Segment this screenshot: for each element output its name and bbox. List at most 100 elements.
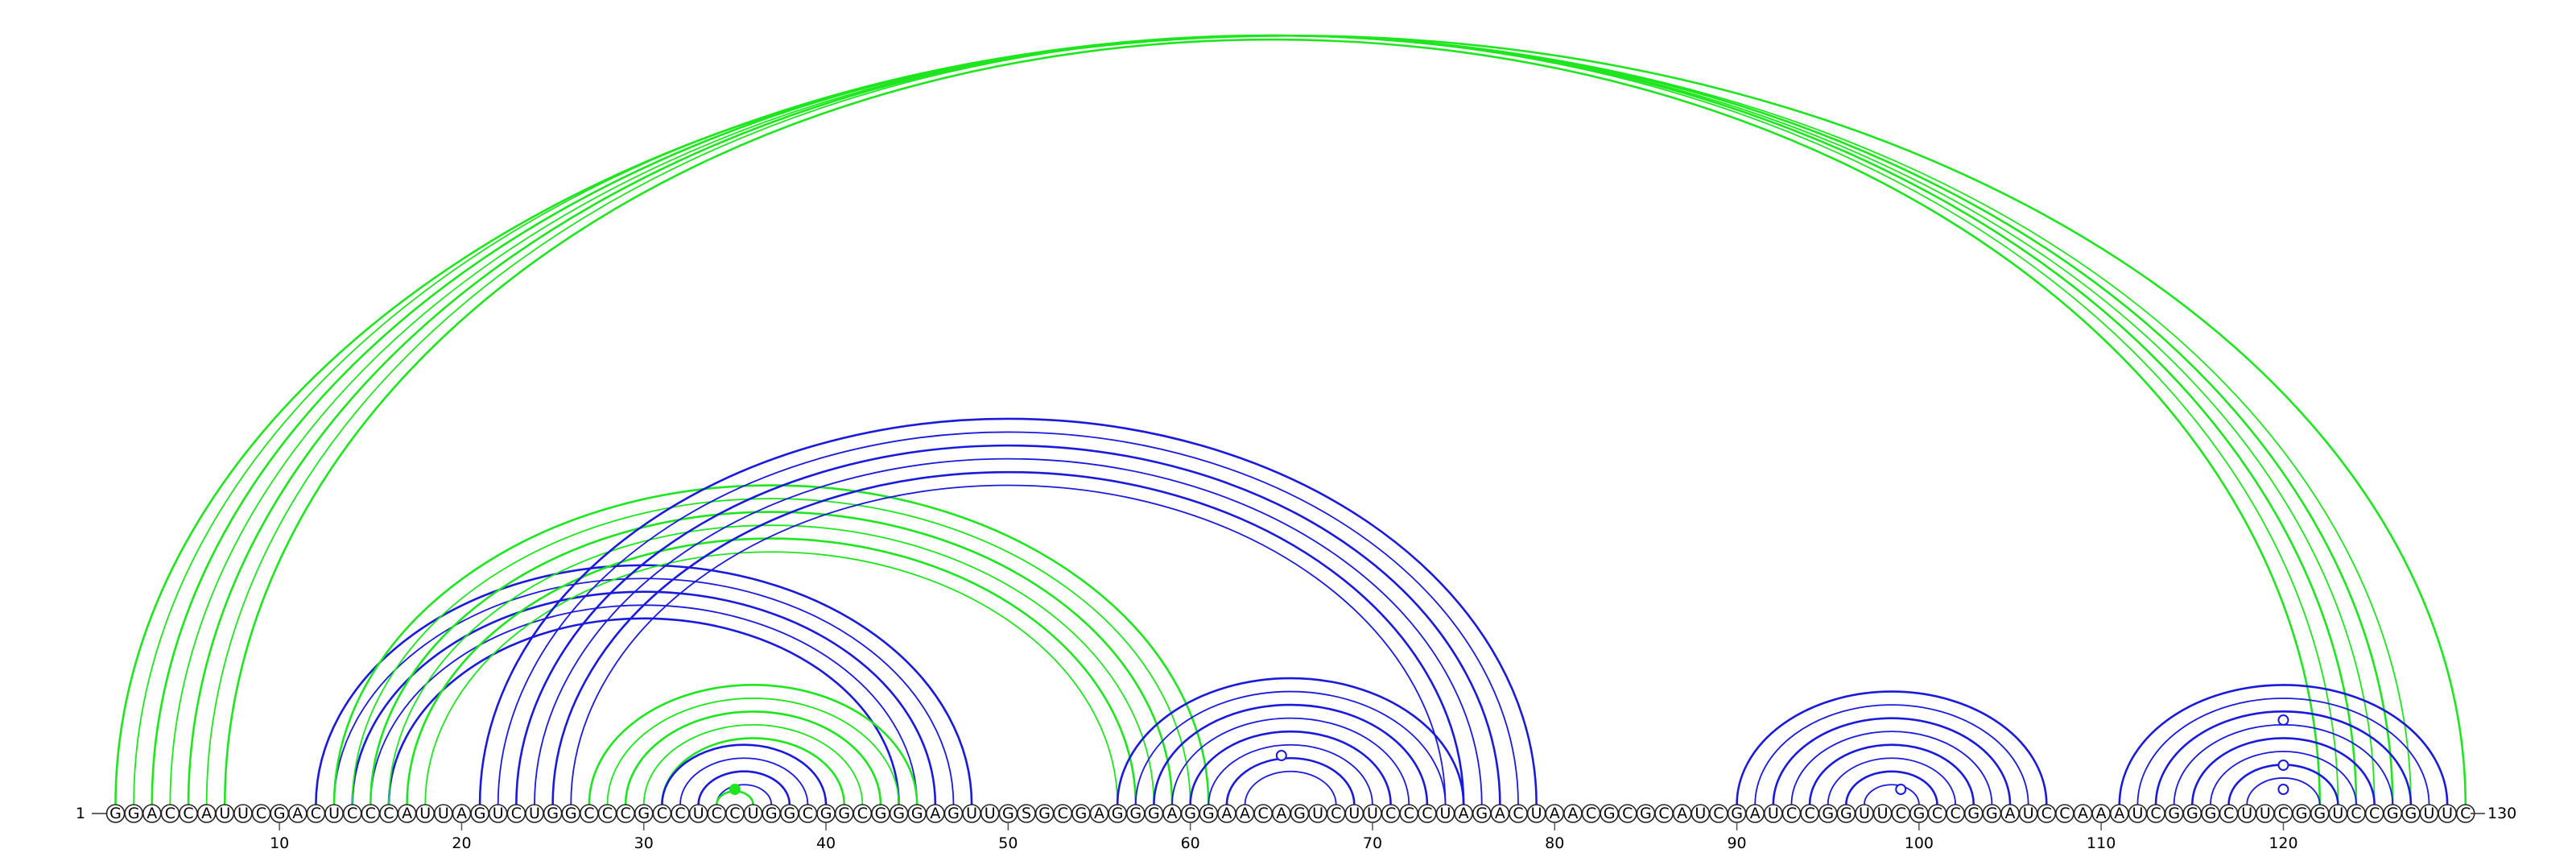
tick-label: 50: [998, 834, 1018, 852]
arc-14-46: [351, 590, 937, 805]
nucleotide-letter: A: [1495, 805, 1505, 822]
nucleotide-letter: G: [474, 805, 486, 822]
arc-118-122: [2246, 777, 2321, 805]
pair-marker: [2277, 784, 2289, 795]
arc-90-107: [1736, 690, 2048, 805]
nucleotide-letter: C: [584, 805, 594, 822]
nucleotide-letter: G: [1184, 805, 1196, 822]
nucleotide-letter: A: [402, 805, 412, 822]
arc-25-75: [551, 470, 1465, 805]
nucleotide-letter: G: [875, 805, 887, 822]
nucleotide-letter: G: [1294, 805, 1306, 822]
arc-16-44: [387, 617, 900, 805]
nucleotide-letter: U: [219, 805, 230, 822]
arc-62-69: [1225, 756, 1356, 805]
nucleotide-letter: C: [1586, 805, 1596, 822]
pair-marker: [1275, 750, 1287, 761]
nucleotide-letter: C: [1713, 805, 1724, 822]
nucleotide-letter: G: [109, 805, 122, 822]
nucleotide-letter: G: [820, 805, 832, 822]
pair-marker: [2277, 760, 2289, 771]
tick-label: 110: [2087, 834, 2116, 852]
nucleotide-letter: U: [328, 805, 340, 822]
nucleotide-letter: U: [2023, 805, 2034, 822]
nucleotide-letter: C: [1385, 805, 1396, 822]
nucleotide-letter: U: [1859, 805, 1870, 822]
nucleotide-letter: C: [1422, 805, 1432, 822]
nucleotide-letter: C: [1804, 805, 1814, 822]
nucleotide-letter: C: [675, 805, 685, 822]
markers-layer: [729, 714, 2289, 795]
nucleotide-letter: C: [2351, 805, 2361, 822]
nucleotide-letter: U: [1695, 805, 1706, 822]
tick-label: 30: [634, 834, 654, 852]
arc-18-56: [424, 551, 1119, 805]
nucleotide-letter: U: [1877, 805, 1889, 822]
tick-label: 80: [1545, 834, 1564, 852]
nucleotide-letter: G: [2387, 805, 2399, 822]
arc-93-104: [1790, 731, 1993, 805]
nucleotide-letter: G: [1822, 805, 1834, 822]
nucleotide-letter: C: [2369, 805, 2380, 822]
arc-24-76: [534, 457, 1483, 805]
tick-label: 20: [452, 834, 471, 852]
nucleotide-letter: A: [456, 805, 467, 822]
nucleotide-letter: C: [256, 805, 266, 822]
arc-111-129: [2118, 684, 2449, 805]
nucleotide-letter: G: [565, 805, 577, 822]
nucleotide-letter: G: [638, 805, 650, 822]
nucleotide-letter: C: [183, 805, 193, 822]
nucleotide-letter: C: [1622, 805, 1633, 822]
nucleotide-letter: G: [2186, 805, 2198, 822]
nucleotide-letter: C: [511, 805, 522, 822]
arc-31-40: [661, 743, 828, 805]
nucleotide-letter: U: [493, 805, 504, 822]
nucleotide-letter: C: [347, 805, 357, 822]
nucleotide-letter: C: [857, 805, 868, 822]
nucleotide-letter: G: [1038, 805, 1051, 822]
nucleotide-letter: C: [1058, 805, 1068, 822]
arc-92-105: [1772, 717, 2012, 805]
nucleotide-letter: U: [2424, 805, 2435, 822]
arc-60-71: [1189, 730, 1392, 805]
arc-56-75: [1116, 677, 1465, 805]
arc-27-45: [588, 684, 919, 805]
nucleotide-letter: U: [529, 805, 540, 822]
pair-marker: [2277, 714, 2289, 726]
nucleotide-letter: G: [274, 805, 286, 822]
arc-13-61: [332, 484, 1210, 805]
nucleotide-letter: G: [893, 805, 905, 822]
nucleotide-letter: U: [1312, 805, 1323, 822]
arc-96-101: [1845, 770, 1938, 805]
arc-26-74: [570, 484, 1447, 805]
nucleotide-letter: U: [966, 805, 977, 822]
nucleotide-letter: A: [1567, 805, 1578, 822]
nucleotide-letter: C: [2278, 805, 2289, 822]
nucleotide-letter: G: [547, 805, 559, 822]
nucleotide-letter: C: [712, 805, 722, 822]
arc-29-43: [624, 710, 882, 805]
arc-12-48: [315, 564, 973, 805]
arc-115-125: [2191, 737, 2376, 805]
nucleotide-letter: U: [1531, 805, 1542, 822]
tick-label: 90: [1727, 834, 1746, 852]
nucleotide-letter: A: [1276, 805, 1286, 822]
arc-32-39: [679, 757, 809, 805]
nucleotide-letter: G: [128, 805, 140, 822]
nucleotide-letter: U: [2241, 805, 2252, 822]
nucleotide-letter: S: [1022, 805, 1031, 822]
nucleotide-letter: U: [419, 805, 431, 822]
tick-label: 100: [1905, 834, 1934, 852]
nucleotide-letter: A: [2096, 805, 2107, 822]
nucleotide-letter: C: [165, 805, 175, 822]
arc-33-38: [697, 770, 791, 805]
nucleotide-letter: G: [1112, 805, 1124, 822]
nucleotide-letter: C: [1331, 805, 1341, 822]
nucleotide-letter: C: [311, 805, 321, 822]
nucleotide-letter: C: [2223, 805, 2234, 822]
arc-116-124: [2210, 751, 2357, 805]
nucleotide-letter: C: [1932, 805, 1942, 822]
nucleotide-letter: G: [1640, 805, 1652, 822]
